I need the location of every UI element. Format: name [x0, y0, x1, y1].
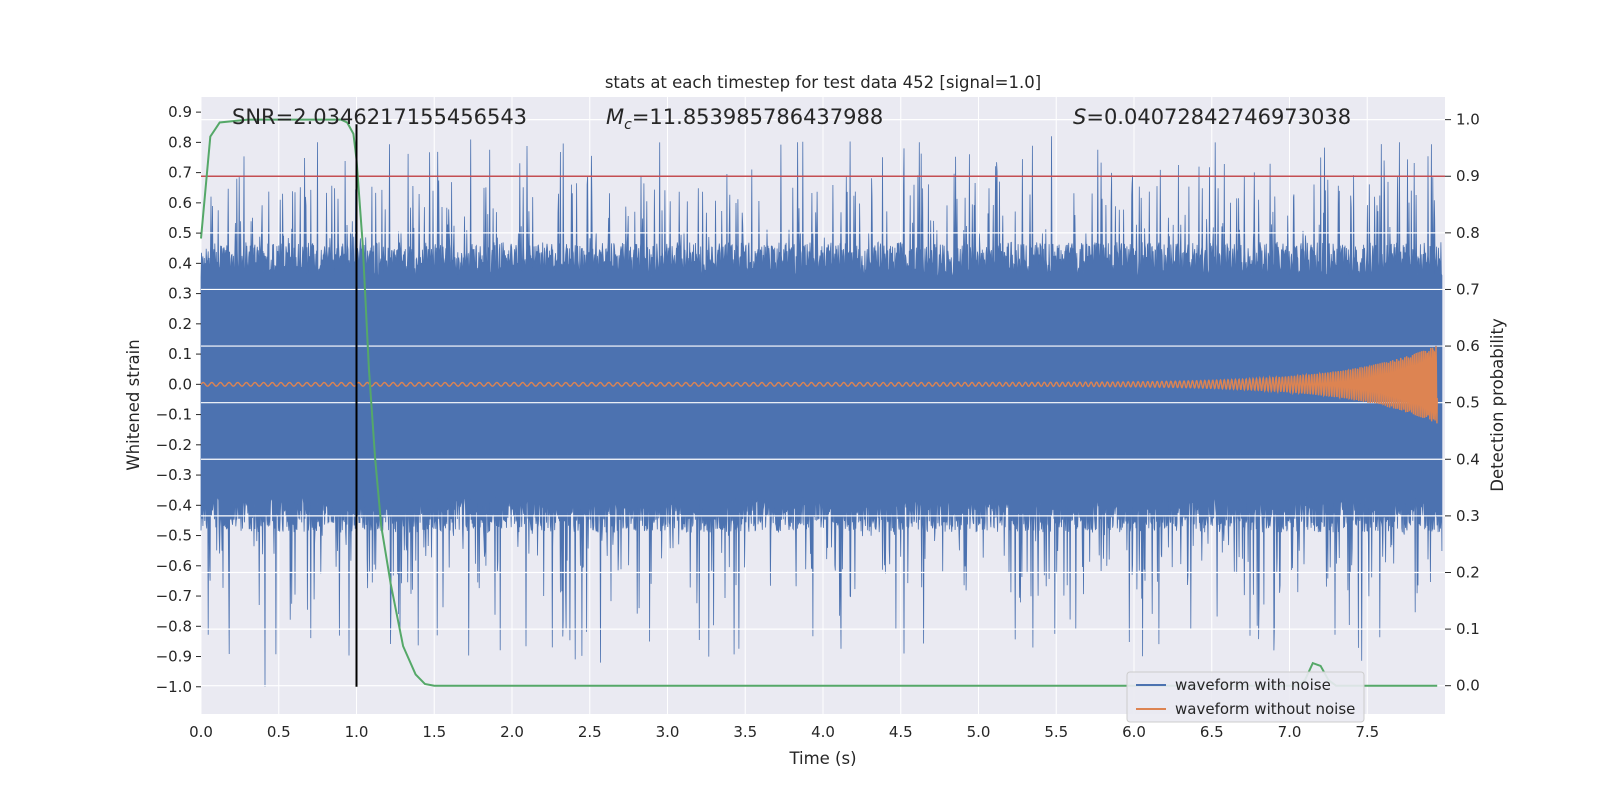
- x-axis-title: Time (s): [788, 749, 856, 768]
- x-tick-label: 5.5: [1044, 723, 1068, 741]
- y-left-tick-label: 0.3: [168, 285, 192, 303]
- x-tick-label: 6.5: [1200, 723, 1224, 741]
- legend-label-noise: waveform with noise: [1175, 676, 1331, 694]
- y-left-tick-label: 0.7: [168, 164, 192, 182]
- y-left-tick-label: −0.8: [156, 617, 192, 635]
- legend-frame: [1126, 671, 1365, 723]
- s-statistic-annotation: S=0.04072842746973038: [1073, 105, 1351, 129]
- x-tick-label: 3.5: [733, 723, 757, 741]
- x-tick-label: 1.0: [345, 723, 369, 741]
- detection-probability-line: [200, 118, 1438, 687]
- y-right-tick-label: 0.4: [1456, 450, 1480, 468]
- y-left-tick-label: −0.2: [156, 436, 192, 454]
- y-left-tick-label: −0.6: [156, 557, 192, 575]
- y-left-tick-label: −0.7: [156, 587, 192, 605]
- chirp-mass-annotation: Mc=11.853985786437988: [606, 105, 883, 133]
- x-tick-label: 0.0: [189, 723, 213, 741]
- x-tick-label: 7.0: [1278, 723, 1302, 741]
- clean-waveform-line: [200, 345, 1438, 424]
- s-statistic-value: =0.04072842746973038: [1086, 105, 1351, 129]
- chart-title: stats at each timestep for test data 452…: [605, 73, 1041, 92]
- chirp-mass-subscript: c: [624, 117, 632, 133]
- y-left-tick-label: 0.1: [168, 345, 192, 363]
- s-statistic-symbol: S: [1073, 105, 1086, 129]
- y-right-tick-label: 0.0: [1456, 677, 1480, 695]
- y-left-tick-label: 0.6: [168, 194, 192, 212]
- y-right-tick-label: 0.7: [1456, 280, 1480, 298]
- y-left-tick-label: −1.0: [156, 678, 192, 696]
- y-left-tick-label: 0.9: [168, 103, 192, 121]
- chirp-mass-value: =11.853985786437988: [632, 105, 883, 129]
- y-right-tick-label: 0.6: [1456, 337, 1480, 355]
- x-tick-label: 4.0: [811, 723, 835, 741]
- y-right-tick-label: 0.9: [1456, 167, 1480, 185]
- x-tick-label: 7.5: [1355, 723, 1379, 741]
- x-tick-label: 3.0: [656, 723, 680, 741]
- x-tick-label: 2.0: [500, 723, 524, 741]
- y-axis-left: 0.9 0.8 0.7 0.6 0.5 0.4 0.3 0.2 0.1 0.0 −0.1 −0.2 −0…: [156, 103, 201, 696]
- overlay-layer: [200, 118, 1445, 687]
- y-right-tick-label: 0.2: [1456, 563, 1480, 581]
- y-left-tick-label: −0.1: [156, 406, 192, 424]
- x-tick-label: 5.0: [967, 723, 991, 741]
- y-right-tick-label: 0.1: [1456, 620, 1480, 638]
- y-left-tick-label: −0.9: [156, 648, 192, 666]
- x-tick-label: 0.5: [267, 723, 291, 741]
- y-right-tick-label: 0.8: [1456, 224, 1480, 242]
- y-left-tick-label: 0.4: [168, 254, 192, 272]
- legend-label-clean: waveform without noise: [1175, 700, 1355, 718]
- snr-annotation: SNR=2.0346217155456543: [232, 105, 527, 129]
- y-left-tick-label: −0.5: [156, 527, 192, 545]
- y-right-tick-label: 0.3: [1456, 507, 1480, 525]
- x-axis: 0.0 0.5 1.0 1.5 2.0 2.5 3.0 3.5 4.0 4.5 5.0 5.5 6.0 6…: [189, 723, 1379, 741]
- y-axis-right-title: Detection probability: [1488, 318, 1507, 492]
- y-left-tick-label: 0.2: [168, 315, 192, 333]
- y-left-tick-label: 0.0: [168, 375, 192, 393]
- x-tick-label: 1.5: [422, 723, 446, 741]
- y-right-tick-label: 1.0: [1456, 111, 1480, 129]
- x-tick-label: 2.5: [578, 723, 602, 741]
- x-tick-label: 4.5: [889, 723, 913, 741]
- y-left-tick-label: −0.3: [156, 466, 192, 484]
- y-left-tick-label: −0.4: [156, 496, 192, 514]
- y-right-tick-label: 0.5: [1456, 394, 1480, 412]
- y-axis-right: 1.0 0.9 0.8 0.7 0.6 0.5 0.4 0.3 0.2 0.1 0.0: [1445, 111, 1480, 695]
- y-left-tick-label: 0.8: [168, 133, 192, 151]
- legend: waveform with noise waveform without noi…: [1126, 671, 1365, 723]
- y-axis-left-title: Whitened strain: [124, 339, 143, 470]
- noise-waveform-band: [200, 136, 1443, 687]
- x-tick-label: 6.0: [1122, 723, 1146, 741]
- chirp-mass-symbol: M: [606, 105, 624, 129]
- y-left-tick-label: 0.5: [168, 224, 192, 242]
